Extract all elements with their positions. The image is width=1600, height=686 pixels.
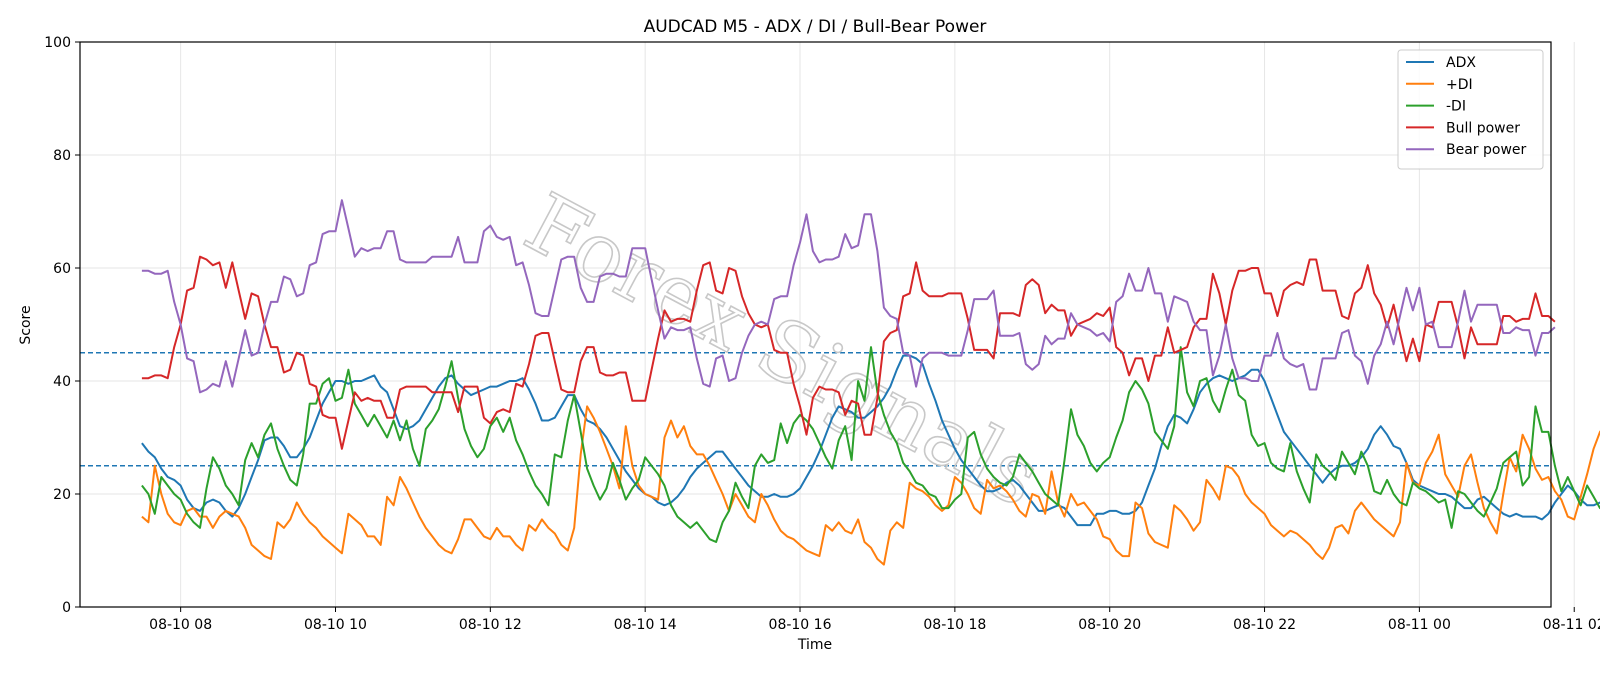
x-tick-label: 08-11 02 xyxy=(1543,617,1600,633)
legend-label: +DI xyxy=(1446,77,1473,93)
legend-label: Bear power xyxy=(1446,142,1527,158)
x-tick-label: 08-10 20 xyxy=(1078,617,1141,633)
y-tick-label: 100 xyxy=(44,35,71,51)
y-tick-label: 40 xyxy=(53,374,71,390)
y-axis-ticks: 0 20 40 60 80 100 xyxy=(44,35,80,616)
x-tick-label: 08-11 00 xyxy=(1388,617,1451,633)
threshold-lines xyxy=(80,352,1551,467)
x-tick-label: 08-10 18 xyxy=(923,617,986,633)
legend-label: -DI xyxy=(1446,99,1466,115)
series-line-bull-power xyxy=(141,255,1556,450)
series-line-di xyxy=(141,405,1600,566)
x-tick-label: 08-10 16 xyxy=(769,617,832,633)
legend-box xyxy=(1397,49,1544,170)
y-axis-label: Score xyxy=(18,305,34,344)
series-lines xyxy=(141,199,1600,566)
legend: ADX +DI -DI Bull power Bear power xyxy=(1397,49,1544,170)
x-axis-ticks: 08-10 08 08-10 10 08-10 12 08-10 14 08-10 16… xyxy=(149,607,1600,633)
x-tick-label: 08-10 08 xyxy=(149,617,212,633)
series-line-bear-power xyxy=(141,199,1556,394)
legend-label: Bull power xyxy=(1446,120,1520,136)
plot-frame xyxy=(79,41,1552,608)
x-tick-label: 08-10 14 xyxy=(614,617,677,633)
x-tick-label: 08-10 10 xyxy=(304,617,367,633)
y-tick-label: 80 xyxy=(53,148,71,164)
series-line-di xyxy=(141,346,1600,543)
y-tick-label: 20 xyxy=(53,487,71,503)
x-axis-label: Time xyxy=(797,637,832,653)
y-tick-label: 60 xyxy=(53,261,71,277)
y-tick-label: 0 xyxy=(62,600,71,616)
legend-label: ADX xyxy=(1446,55,1476,71)
x-tick-label: 08-10 22 xyxy=(1233,617,1296,633)
x-tick-label: 08-10 12 xyxy=(459,617,522,633)
chart-title: AUDCAD M5 - ADX / DI / Bull-Bear Power xyxy=(644,17,987,37)
